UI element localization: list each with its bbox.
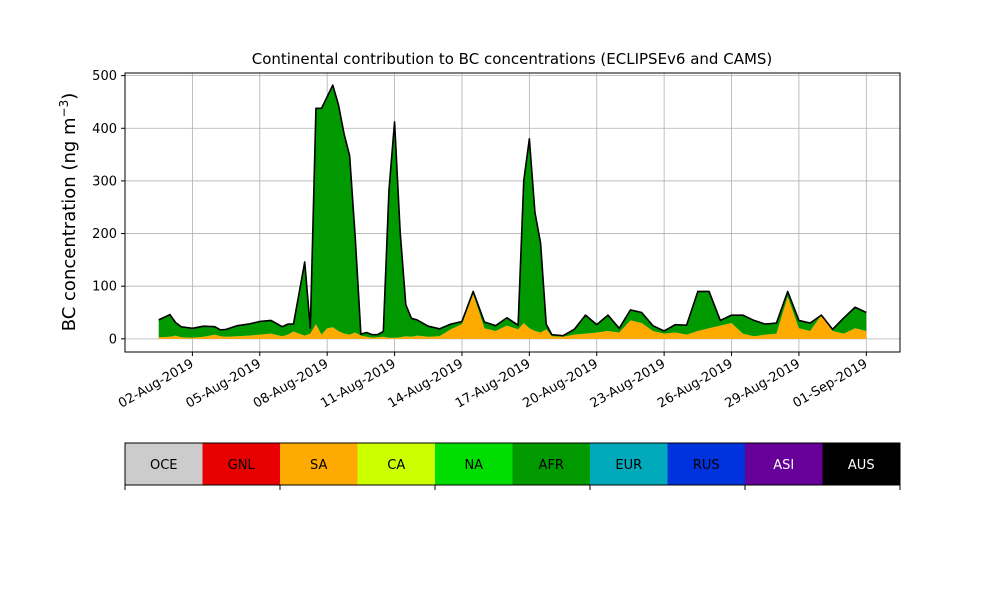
legend-label-eur: EUR — [615, 458, 642, 473]
legend-swatch-aus — [822, 443, 900, 485]
legend-swatch-sa — [280, 443, 358, 485]
legend-label-na: NA — [464, 458, 483, 473]
plot-area — [158, 84, 867, 339]
y-axis-label: BC concentration (ng m−3) — [57, 93, 80, 332]
x-tick-label: 23-Aug-2019 — [588, 356, 668, 411]
y-tick-label: 100 — [92, 280, 117, 295]
legend-swatch-eur — [590, 443, 668, 485]
y-tick-label: 500 — [92, 69, 117, 84]
legend-swatch-gnl — [202, 443, 280, 485]
legend-label-asi: ASI — [773, 458, 794, 473]
legend-label-aus: AUS — [848, 458, 875, 473]
y-tick-label: 400 — [92, 122, 117, 137]
x-tick-label: 11-Aug-2019 — [318, 356, 398, 411]
area-series-afr — [158, 85, 867, 338]
legend-swatch-oce — [125, 443, 203, 485]
x-tick-label: 08-Aug-2019 — [251, 356, 331, 411]
x-tick-label: 29-Aug-2019 — [723, 356, 803, 411]
y-tick-label: 300 — [92, 174, 117, 189]
x-tick-label: 20-Aug-2019 — [520, 356, 600, 411]
y-tick-label: 200 — [92, 227, 117, 242]
legend-frame — [124, 442, 901, 486]
legend-swatch-rus — [667, 443, 745, 485]
legend-label-afr: AFR — [539, 458, 564, 473]
axes-frame — [124, 72, 901, 353]
axis-ticks: 0 100 200 300 400 500 02-Aug-201905-Aug-201908… — [92, 69, 870, 411]
area-series-sa — [158, 294, 867, 339]
legend-swatch-asi — [745, 443, 823, 485]
total-line — [158, 84, 867, 337]
legend-swatch-na — [435, 443, 513, 485]
x-tick-label: 02-Aug-2019 — [116, 356, 196, 411]
legend-label-rus: RUS — [693, 458, 720, 473]
chart-title: Continental contribution to BC concentra… — [252, 50, 773, 68]
legend: OCE GNL SA CA NA AFR EUR RUS ASI AUS — [124, 442, 901, 490]
legend-swatch-afr — [512, 443, 590, 485]
x-tick-label: 01-Sep-2019 — [790, 356, 870, 411]
legend-label-gnl: GNL — [228, 458, 256, 473]
x-tick-label: 05-Aug-2019 — [183, 356, 263, 411]
x-tick-label: 14-Aug-2019 — [386, 356, 466, 411]
legend-label-oce: OCE — [150, 458, 178, 473]
x-tick-label: 17-Aug-2019 — [453, 356, 533, 411]
grid — [125, 73, 900, 352]
legend-label-sa: SA — [310, 458, 327, 473]
x-tick-label: 26-Aug-2019 — [655, 356, 735, 411]
y-tick-label: 0 — [109, 332, 117, 347]
legend-swatch-ca — [357, 443, 435, 485]
legend-label-ca: CA — [387, 458, 405, 473]
